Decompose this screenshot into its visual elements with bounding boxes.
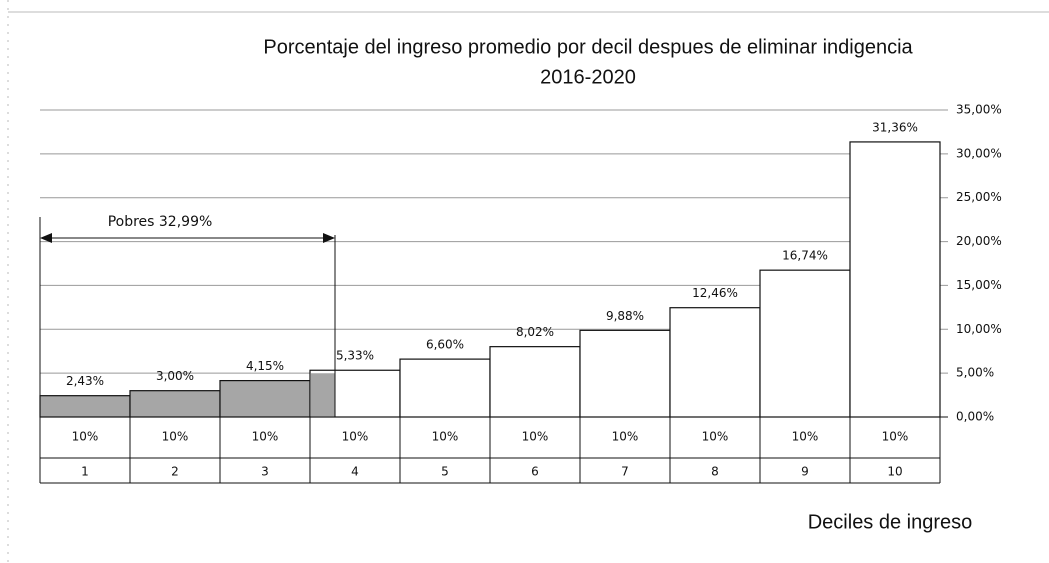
share-label: 10% xyxy=(612,430,639,444)
y-tick-label: 30,00% xyxy=(956,146,1002,160)
x-tick-label: 8 xyxy=(711,465,719,479)
value-label: 9,88% xyxy=(606,309,644,323)
x-tick-label: 10 xyxy=(887,465,902,479)
share-label: 10% xyxy=(702,430,729,444)
y-tick-label: 35,00% xyxy=(956,103,1002,117)
value-label: 4,15% xyxy=(246,359,284,373)
poverty-bracket xyxy=(39,217,336,417)
chart-title: Porcentaje del ingreso promedio por deci… xyxy=(263,36,913,58)
share-label: 10% xyxy=(252,430,279,444)
arrow-right xyxy=(323,233,335,243)
annotation: Pobres 32,99% xyxy=(108,214,213,230)
x-tick-label: 9 xyxy=(801,465,809,479)
x-tick-label: 6 xyxy=(531,465,539,479)
bar xyxy=(669,307,761,418)
bar xyxy=(399,358,491,418)
value-label: 8,02% xyxy=(516,325,554,339)
value-label: 31,36% xyxy=(872,120,918,134)
share-label: 10% xyxy=(342,430,369,444)
y-tick-label: 25,00% xyxy=(956,190,1002,204)
chart-subtitle: 2016-2020 xyxy=(540,66,636,88)
value-label: 3,00% xyxy=(156,369,194,383)
share-label: 10% xyxy=(432,430,459,444)
bar xyxy=(489,346,581,418)
share-label: 10% xyxy=(882,430,909,444)
bar xyxy=(579,329,671,418)
x-tick-label: 1 xyxy=(81,465,89,479)
y-tick-label: 0,00% xyxy=(956,410,994,424)
x-axis-label: Deciles de ingreso xyxy=(808,511,973,533)
x-tick-label: 5 xyxy=(441,465,449,479)
bar xyxy=(849,141,941,418)
x-tick-label: 2 xyxy=(171,465,179,479)
y-tick-label: 15,00% xyxy=(956,278,1002,292)
bar-poor-part xyxy=(311,373,335,417)
value-label: 12,46% xyxy=(692,286,738,300)
y-tick-label: 10,00% xyxy=(956,322,1002,336)
bar xyxy=(759,269,851,418)
bar xyxy=(219,379,311,418)
bar xyxy=(39,395,131,418)
value-label: 2,43% xyxy=(66,374,104,388)
x-tick-label: 7 xyxy=(621,465,629,479)
y-tick-label: 5,00% xyxy=(956,366,994,380)
share-label: 10% xyxy=(792,430,819,444)
y-tick-label: 20,00% xyxy=(956,234,1002,248)
value-label: 5,33% xyxy=(336,349,374,363)
bar xyxy=(129,390,221,418)
share-label: 10% xyxy=(72,430,99,444)
arrow-left xyxy=(40,233,52,243)
share-label: 10% xyxy=(162,430,189,444)
share-label: 10% xyxy=(522,430,549,444)
x-tick-label: 3 xyxy=(261,465,269,479)
x-tick-label: 4 xyxy=(351,465,359,479)
value-label: 16,74% xyxy=(782,249,828,263)
value-label: 6,60% xyxy=(426,338,464,352)
